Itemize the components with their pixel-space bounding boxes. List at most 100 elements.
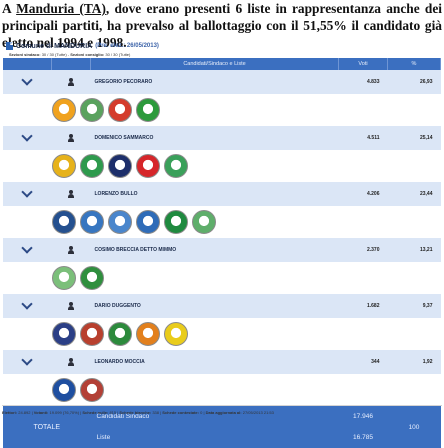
party-logo-icon: [108, 98, 132, 122]
header-candidates: Candidati/Sindaco e Liste: [90, 58, 339, 70]
party-logo-icon: [52, 322, 76, 346]
party-logo-icon: [136, 154, 160, 178]
header-expand: [3, 58, 52, 70]
chevron-down-icon[interactable]: [21, 242, 33, 254]
person-icon: [67, 190, 75, 198]
candidate-row[interactable]: LEONARDO MOCCIA 344 1,92: [3, 350, 441, 374]
party-logo-icon: [136, 210, 160, 234]
person-icon: [67, 246, 75, 254]
party-logo-icon: [80, 322, 104, 346]
candidate-percent: 23,44: [387, 182, 441, 206]
party-logo-icon: [136, 98, 160, 122]
party-logo-icon: [108, 210, 132, 234]
total-mayor-votes: 17.946: [338, 406, 388, 427]
contested-ballots-label: Schede contestate:: [162, 410, 199, 415]
manduria-link[interactable]: Manduria (TA): [16, 1, 106, 16]
candidate-votes: 4.833: [338, 70, 388, 94]
contested-ballots-value: 0: [200, 410, 203, 415]
candidate-row[interactable]: GREGORIO PECORARO 4.833 26,93: [3, 70, 441, 94]
party-logo-icon: [52, 378, 76, 402]
panel-title: Comune di MANDURIA: [16, 42, 93, 50]
sections-info: Sezioni sindaco: 30 / 30 (Tutte) - Sezio…: [9, 52, 131, 57]
candidate-row[interactable]: DARIO DUGGENTO 1.682 9,37: [3, 294, 441, 318]
candidate-name: DARIO DUGGENTO: [90, 294, 339, 318]
total-row: TOTALE Candidati Sindaco 17.946 100: [3, 406, 441, 448]
updated-label: Data aggiornata al:: [205, 410, 242, 415]
lists-row: [3, 150, 441, 182]
header-votes: Voti: [338, 58, 388, 70]
candidate-name: COSIMO BRECCIA DETTO MIMMO: [90, 238, 339, 262]
party-logos: [4, 151, 440, 181]
sections-mayor-value: 30 / 30 (Tutte): [41, 52, 67, 57]
voters-value: 24.892: [18, 410, 31, 415]
candidate-votes: 1.682: [338, 294, 388, 318]
party-logos: [4, 375, 440, 405]
party-logos: [4, 263, 440, 293]
turnout-value: 19.099 (76,70%): [49, 410, 80, 415]
intro-paragraph: A Manduria (TA), dove erano presenti 6 l…: [2, 0, 442, 51]
person-icon: [67, 134, 75, 142]
candidate-row[interactable]: COSIMO BRECCIA DETTO MIMMO 2.370 13,21: [3, 238, 441, 262]
blank-ballots-value: 338: [152, 410, 160, 415]
candidate-name: DOMENICO SAMMARCO: [90, 126, 339, 150]
candidate-percent: 26,93: [387, 70, 441, 94]
footer-stats: Elettori: 24.892 | Votanti: 19.099 (76,7…: [2, 405, 442, 416]
chevron-down-icon[interactable]: [21, 186, 33, 198]
candidate-row[interactable]: DOMENICO SAMMARCO 4.511 25,14: [3, 126, 441, 150]
party-logo-icon: [164, 322, 188, 346]
party-logo-icon: [80, 210, 104, 234]
header-icon: [51, 58, 91, 70]
candidate-name: LEONARDO MOCCIA: [90, 350, 339, 374]
person-icon: [67, 358, 75, 366]
table-header-row: Candidati/Sindaco e Liste Voti %: [3, 58, 441, 70]
header-percent: %: [387, 58, 441, 70]
chevron-down-icon[interactable]: [21, 130, 33, 142]
total-mayor-label: Candidati Sindaco: [90, 406, 339, 427]
lists-row: [3, 262, 441, 294]
candidate-percent: 1,92: [387, 350, 441, 374]
person-icon: [67, 302, 75, 310]
document-icon: [6, 42, 13, 50]
candidate-row[interactable]: LORENZO BULLO 4.206 23,44: [3, 182, 441, 206]
party-logo-icon: [52, 98, 76, 122]
chevron-down-icon[interactable]: [21, 354, 33, 366]
null-ballots-value: 815: [109, 410, 117, 415]
party-logo-icon: [52, 266, 76, 290]
results-panel: Comune di MANDURIA (Pre. elez.: 26/05/20…: [2, 40, 442, 448]
candidate-votes: 344: [338, 350, 388, 374]
party-logo-icon: [192, 210, 216, 234]
chevron-down-icon[interactable]: [21, 298, 33, 310]
voters-label: Elettori:: [2, 410, 18, 415]
party-logos: [4, 319, 440, 349]
party-logo-icon: [80, 378, 104, 402]
candidate-percent: 13,21: [387, 238, 441, 262]
panel-header: Comune di MANDURIA (Pre. elez.: 26/05/20…: [2, 40, 442, 52]
sections-council-value: 30 / 30 (Tutte): [105, 52, 131, 57]
candidate-votes: 4.511: [338, 126, 388, 150]
intro-text-after: , dove erano presenti 6 liste in rappres…: [2, 1, 442, 50]
candidate-percent: 9,37: [387, 294, 441, 318]
person-icon: [67, 78, 75, 86]
party-logo-icon: [80, 154, 104, 178]
results-table: Candidati/Sindaco e Liste Voti % GREGORI…: [3, 58, 441, 448]
party-logo-icon: [164, 154, 188, 178]
party-logo-icon: [52, 210, 76, 234]
sections-council-label: Sezioni consiglio:: [70, 52, 105, 57]
party-logo-icon: [80, 98, 104, 122]
intro-text-before: A: [2, 1, 17, 16]
party-logo-icon: [164, 210, 188, 234]
chevron-down-icon[interactable]: [21, 74, 33, 86]
null-ballots-label: Schede nulle:: [82, 410, 109, 415]
candidate-votes: 2.370: [338, 238, 388, 262]
sections-mayor-label: Sezioni sindaco:: [9, 52, 41, 57]
party-logo-icon: [136, 322, 160, 346]
lists-row: [3, 94, 441, 126]
election-date: (Pre. elez.: 26/05/2013): [95, 43, 159, 49]
results-body: GREGORIO PECORARO 4.833 26,93 DOMENICO S…: [3, 70, 441, 448]
party-logos: [4, 95, 440, 125]
candidate-name: GREGORIO PECORARO: [90, 70, 339, 94]
lists-row: [3, 206, 441, 238]
party-logo-icon: [80, 266, 104, 290]
party-logo-icon: [108, 322, 132, 346]
blank-ballots-label: Schede bianche:: [119, 410, 152, 415]
